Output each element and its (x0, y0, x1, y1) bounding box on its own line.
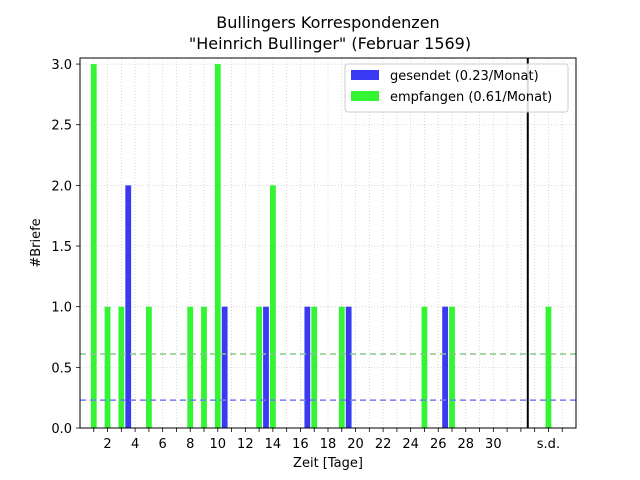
x-tick-label: 22 (375, 437, 392, 452)
bar-gesendet (125, 185, 132, 428)
legend-box (344, 63, 569, 113)
y-tick-label: 2.0 (51, 179, 72, 194)
legend-label: gesendet (0.23/Monat) (390, 69, 539, 84)
bar-empfangen (421, 306, 428, 428)
x-tick-label: 10 (210, 437, 227, 452)
bar-empfangen (90, 64, 97, 428)
plot-frame (79, 57, 577, 429)
bar-empfangen (256, 306, 263, 428)
x-tick-label: 2 (103, 437, 111, 452)
legend-label: empfangen (0.61/Monat) (390, 90, 552, 105)
y-axis-label: #Briefe (29, 218, 44, 267)
x-tick-label: 28 (458, 437, 475, 452)
y-tick-label: 0.0 (51, 422, 72, 437)
bar-empfangen (545, 306, 552, 428)
legend-swatch (351, 91, 379, 101)
legend-swatch (351, 70, 379, 80)
bar-gesendet (442, 306, 449, 428)
x-axis-label: Zeit [Tage] (293, 456, 363, 471)
bar-empfangen (338, 306, 345, 428)
bar-gesendet (263, 306, 269, 428)
bar-empfangen (449, 306, 455, 428)
x-tick-label: 26 (430, 437, 447, 452)
x-tick-label: 18 (320, 437, 337, 452)
bar-gesendet (345, 306, 352, 428)
y-tick-label: 3.0 (51, 58, 72, 73)
bar-gesendet (304, 306, 311, 428)
reference-lines (80, 58, 576, 428)
grid (80, 58, 576, 428)
y-tick-label: 2.5 (51, 119, 72, 134)
bar-empfangen (145, 306, 152, 428)
bar-empfangen (118, 306, 125, 428)
bar-empfangen (187, 306, 194, 428)
bar-gesendet (221, 306, 228, 428)
chart-subtitle: "Heinrich Bullinger" (Februar 1569) (189, 34, 471, 53)
x-tick-label: 20 (347, 437, 364, 452)
x-tick-label: 12 (237, 437, 254, 452)
bar-empfangen (104, 306, 111, 428)
x-tick-label: 14 (265, 437, 282, 452)
y-tick-label: 0.5 (51, 361, 72, 376)
x-tick-label: 6 (159, 437, 167, 452)
x-tick-label: 8 (186, 437, 194, 452)
x-tick-label: 24 (402, 437, 419, 452)
bar-empfangen (214, 64, 221, 428)
y-tick-label: 1.5 (51, 240, 72, 255)
chart-title: Bullingers Korrespondenzen (216, 13, 439, 32)
bars (90, 64, 552, 428)
x-tick-label: 4 (131, 437, 139, 452)
x-axis: 2 4 6 8 10 12 14 16 18 20 22 24 26 28 30 s.d. (93, 428, 563, 452)
x-tick-label-sd: s.d. (537, 437, 560, 452)
x-tick-label: 30 (485, 437, 502, 452)
y-tick-label: 1.0 (51, 301, 72, 316)
bar-empfangen (201, 306, 207, 428)
bar-empfangen (269, 185, 276, 428)
y-axis: 0.0 0.5 1.0 1.5 2.0 2.5 3.0 (51, 58, 80, 437)
bar-empfangen (311, 306, 318, 428)
legend: gesendet (0.23/Monat) empfangen (0.61/Mon… (344, 63, 569, 113)
x-tick-label: 16 (292, 437, 309, 452)
